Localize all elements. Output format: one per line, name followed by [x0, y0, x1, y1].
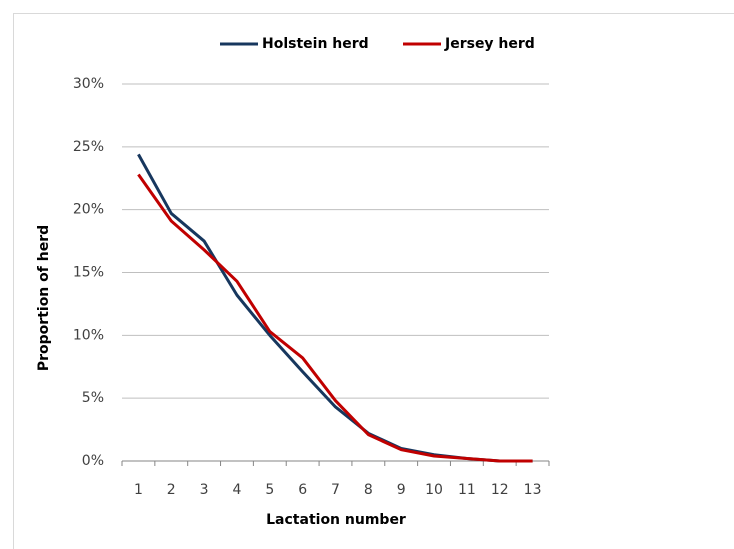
y-tick-label: 15% — [73, 265, 104, 281]
y-tick-label: 5% — [82, 390, 104, 406]
series-line — [137, 153, 533, 463]
x-tick-label: 4 — [233, 482, 242, 498]
x-tick-label: 8 — [364, 482, 373, 498]
x-tick-label: 1 — [134, 482, 143, 498]
x-axis-label: Lactation number — [266, 512, 406, 528]
chart-frame — [13, 13, 734, 549]
x-tick-label: 7 — [331, 482, 340, 498]
series-line — [137, 173, 533, 463]
x-tick-label: 6 — [298, 482, 307, 498]
y-tick-label: 10% — [73, 327, 104, 343]
x-tick-label: 3 — [200, 482, 209, 498]
y-tick-label: 30% — [73, 76, 104, 92]
y-tick-label: 25% — [73, 139, 104, 155]
x-tick-label: 9 — [397, 482, 406, 498]
x-tick-label: 10 — [425, 482, 443, 498]
y-tick-label: 20% — [73, 202, 104, 218]
y-axis-label: Proportion of herd — [36, 225, 52, 371]
legend-label: Jersey herd — [444, 36, 535, 52]
x-tick-label: 2 — [167, 482, 176, 498]
x-tick-label: 11 — [458, 482, 476, 498]
x-tick-label: 5 — [265, 482, 274, 498]
x-tick-label: 13 — [524, 482, 542, 498]
x-tick-label: 12 — [491, 482, 509, 498]
y-tick-label: 0% — [82, 453, 104, 469]
legend-label: Holstein herd — [262, 36, 369, 52]
